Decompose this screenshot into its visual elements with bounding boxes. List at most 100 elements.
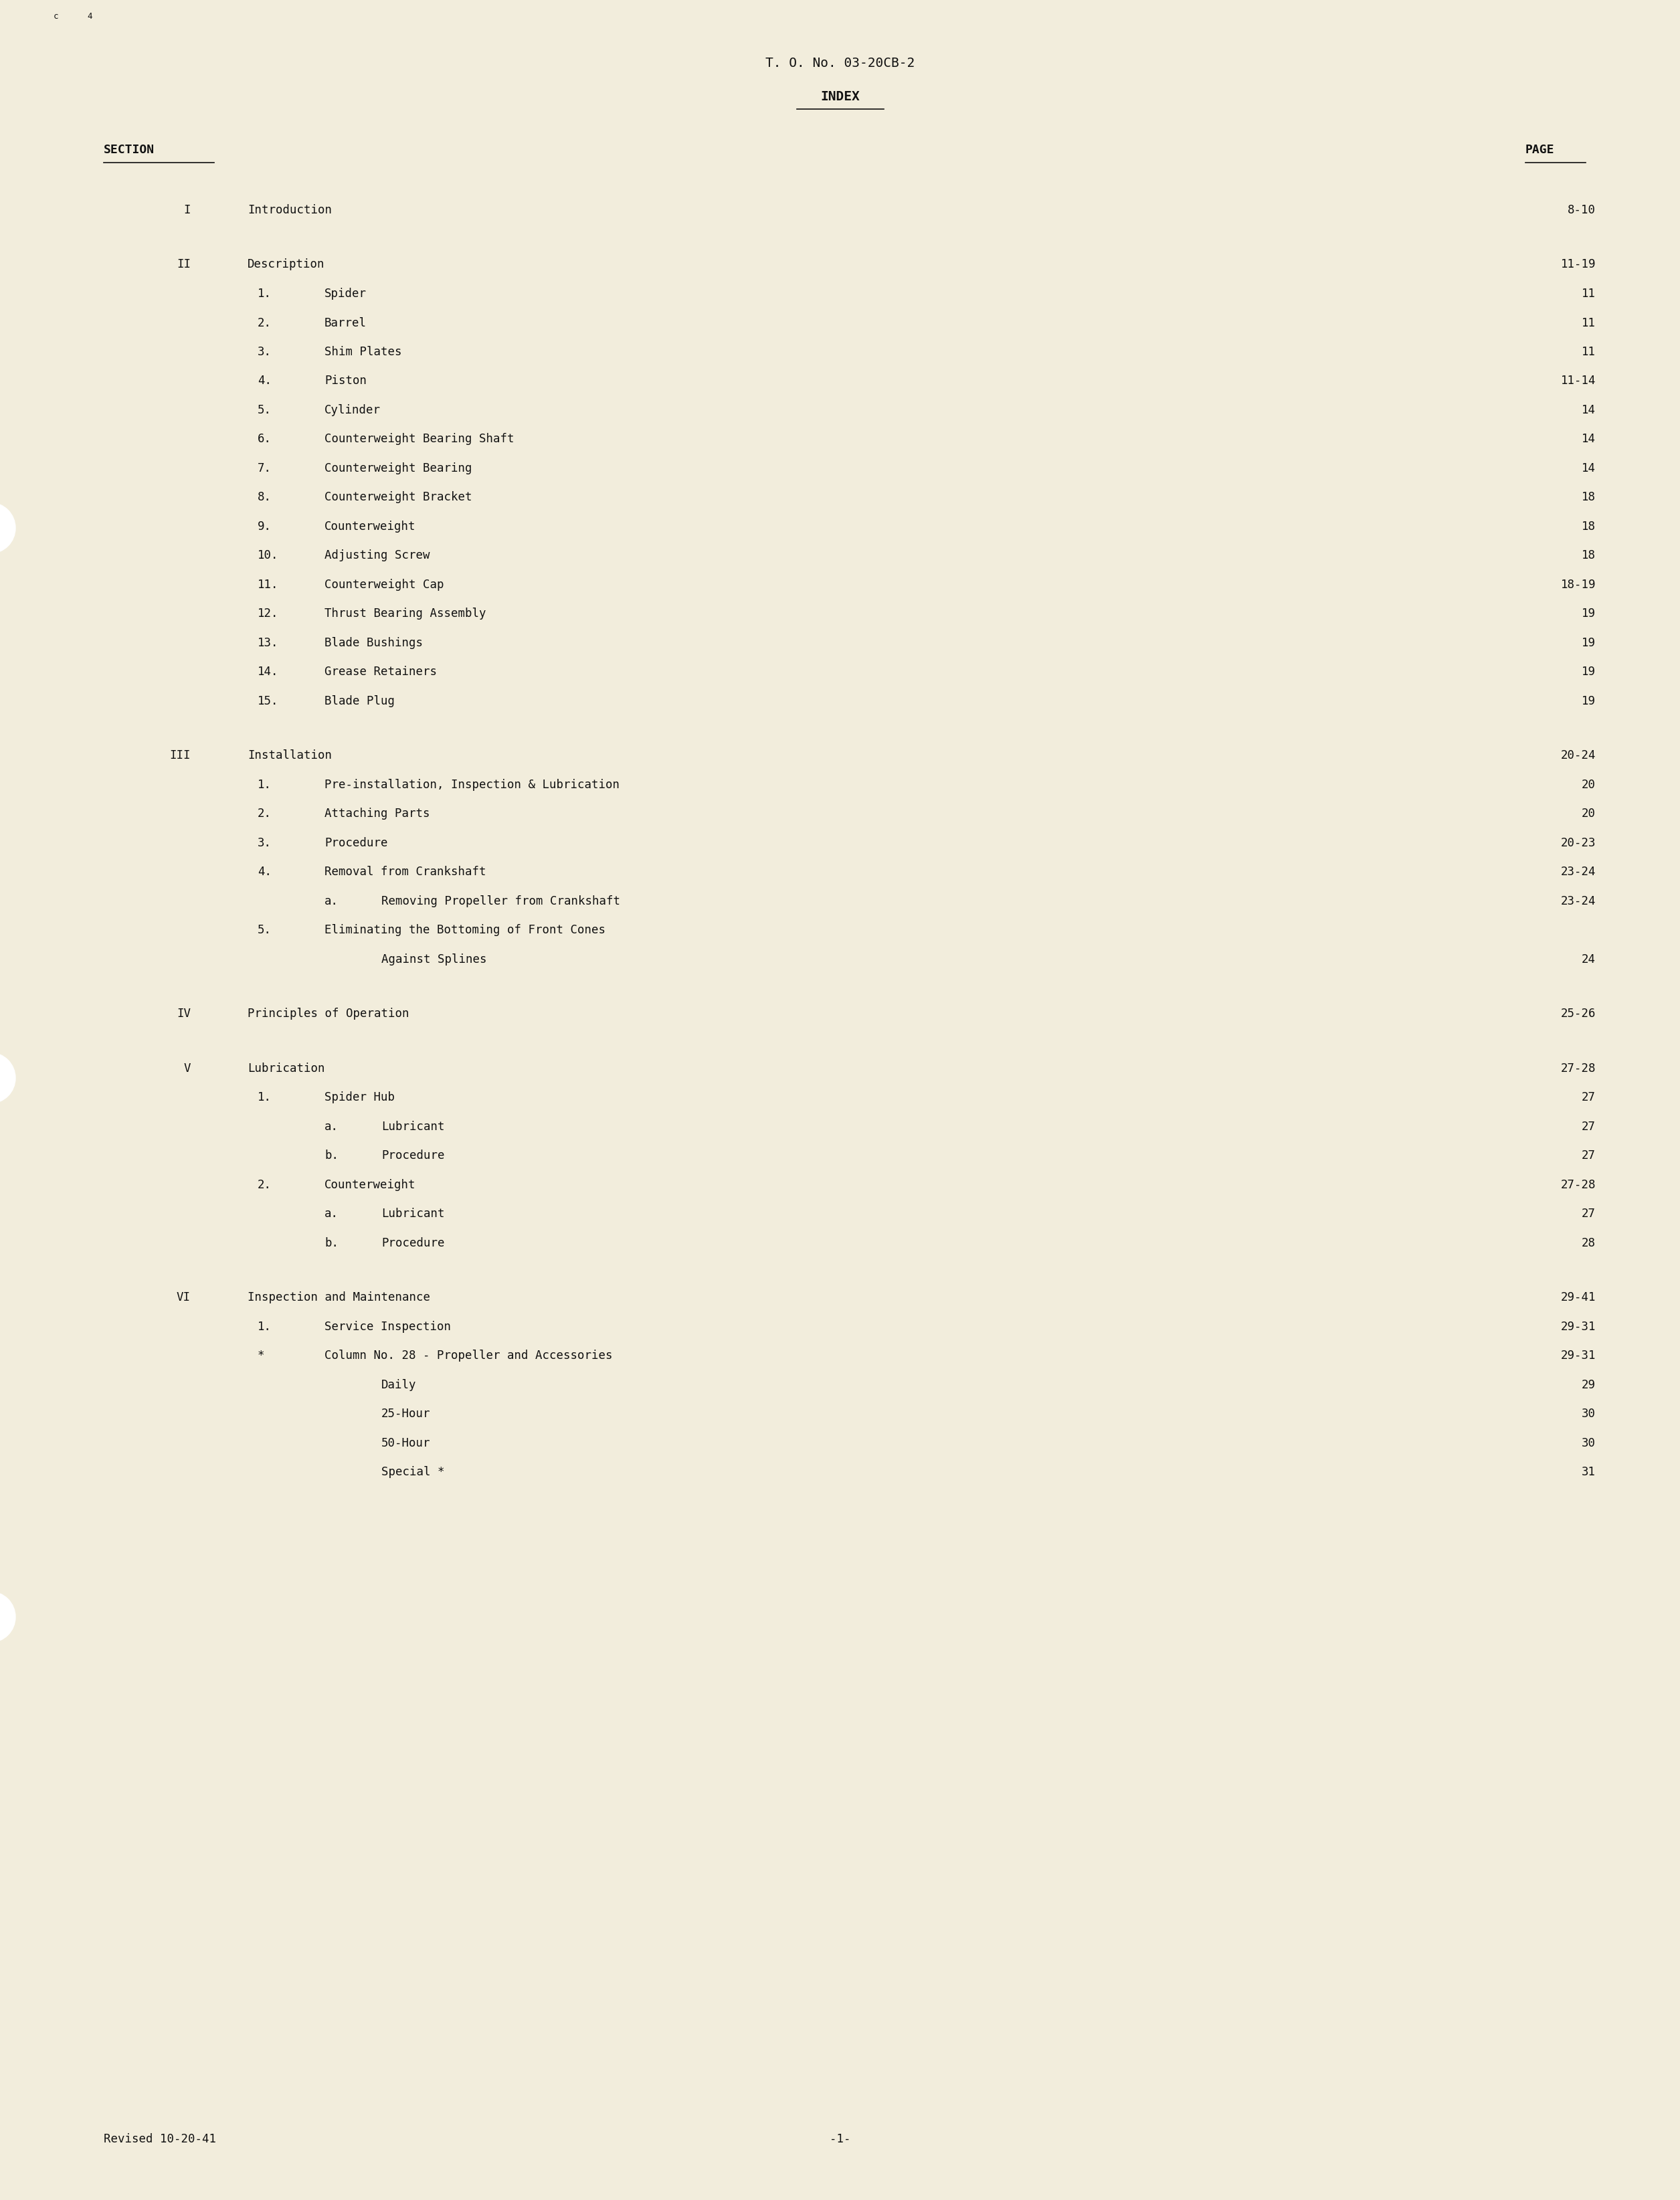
Text: 2.: 2. xyxy=(257,317,272,328)
Text: 3.: 3. xyxy=(257,836,272,849)
Text: Against Splines: Against Splines xyxy=(381,953,487,966)
Text: a.: a. xyxy=(324,1208,339,1221)
Text: 23-24: 23-24 xyxy=(1561,867,1596,878)
Text: 30: 30 xyxy=(1581,1408,1596,1421)
Text: 27-28: 27-28 xyxy=(1561,1179,1596,1190)
Text: Barrel: Barrel xyxy=(324,317,366,328)
Text: 7.: 7. xyxy=(257,462,272,475)
Text: Blade Bushings: Blade Bushings xyxy=(324,638,423,649)
Text: 50-Hour: 50-Hour xyxy=(381,1437,430,1450)
Text: 13.: 13. xyxy=(257,638,279,649)
Text: 14: 14 xyxy=(1581,433,1596,444)
Text: Cylinder: Cylinder xyxy=(324,405,381,416)
Text: 11-19: 11-19 xyxy=(1561,260,1596,271)
Text: Introduction: Introduction xyxy=(247,205,333,216)
Text: 8.: 8. xyxy=(257,491,272,504)
Text: 4.: 4. xyxy=(257,374,272,387)
Text: 27: 27 xyxy=(1581,1208,1596,1221)
Text: *: * xyxy=(257,1351,272,1362)
Text: Column No. 28 - Propeller and Accessories: Column No. 28 - Propeller and Accessorie… xyxy=(324,1351,613,1362)
Text: 31: 31 xyxy=(1581,1467,1596,1478)
Text: b.: b. xyxy=(324,1151,339,1162)
Text: Counterweight Bearing: Counterweight Bearing xyxy=(324,462,472,475)
Text: Counterweight Bracket: Counterweight Bracket xyxy=(324,491,472,504)
Text: 20-23: 20-23 xyxy=(1561,836,1596,849)
Text: 29-31: 29-31 xyxy=(1561,1320,1596,1333)
Text: 11-14: 11-14 xyxy=(1561,374,1596,387)
Text: Eliminating the Bottoming of Front Cones: Eliminating the Bottoming of Front Cones xyxy=(324,924,605,937)
Text: 1.: 1. xyxy=(257,288,272,299)
Text: 4.: 4. xyxy=(257,867,272,878)
Text: I: I xyxy=(183,205,192,216)
Text: Blade Plug: Blade Plug xyxy=(324,695,395,706)
Text: b.: b. xyxy=(324,1236,339,1250)
Text: Service Inspection: Service Inspection xyxy=(324,1320,450,1333)
Text: Pre-installation, Inspection & Lubrication: Pre-installation, Inspection & Lubricati… xyxy=(324,779,620,790)
Text: 19: 19 xyxy=(1581,667,1596,678)
Text: INDEX: INDEX xyxy=(820,90,860,103)
Text: 4: 4 xyxy=(87,11,92,20)
Text: Procedure: Procedure xyxy=(381,1236,445,1250)
Text: 5.: 5. xyxy=(257,924,272,937)
Text: Lubricant: Lubricant xyxy=(381,1208,445,1221)
Text: Shim Plates: Shim Plates xyxy=(324,345,402,359)
Text: 19: 19 xyxy=(1581,695,1596,706)
Text: 28: 28 xyxy=(1581,1236,1596,1250)
Text: 27: 27 xyxy=(1581,1151,1596,1162)
Text: 18: 18 xyxy=(1581,521,1596,532)
Text: 19: 19 xyxy=(1581,607,1596,620)
Text: Daily: Daily xyxy=(381,1379,417,1390)
Text: Revised 10-20-41: Revised 10-20-41 xyxy=(104,2134,217,2145)
Text: Procedure: Procedure xyxy=(324,836,388,849)
Text: 23-24: 23-24 xyxy=(1561,895,1596,906)
Text: 27: 27 xyxy=(1581,1091,1596,1104)
Circle shape xyxy=(0,1052,15,1104)
Text: 11: 11 xyxy=(1581,345,1596,359)
Text: Counterweight: Counterweight xyxy=(324,521,417,532)
Text: Installation: Installation xyxy=(247,750,333,761)
Text: II: II xyxy=(176,260,192,271)
Text: 3.: 3. xyxy=(257,345,272,359)
Text: 1.: 1. xyxy=(257,1320,272,1333)
Text: Lubricant: Lubricant xyxy=(381,1120,445,1133)
Text: Special *: Special * xyxy=(381,1467,445,1478)
Text: Counterweight: Counterweight xyxy=(324,1179,417,1190)
Text: 8-10: 8-10 xyxy=(1567,205,1596,216)
Text: Spider Hub: Spider Hub xyxy=(324,1091,395,1104)
Text: 25-26: 25-26 xyxy=(1561,1008,1596,1021)
Text: Grease Retainers: Grease Retainers xyxy=(324,667,437,678)
Text: Procedure: Procedure xyxy=(381,1151,445,1162)
Text: 27: 27 xyxy=(1581,1120,1596,1133)
Text: 14: 14 xyxy=(1581,462,1596,475)
Text: 11: 11 xyxy=(1581,288,1596,299)
Text: SECTION: SECTION xyxy=(104,143,155,156)
Text: 18: 18 xyxy=(1581,491,1596,504)
Text: 6.: 6. xyxy=(257,433,272,444)
Text: a.: a. xyxy=(324,895,339,906)
Text: -1-: -1- xyxy=(830,2134,850,2145)
Text: VI: VI xyxy=(176,1291,192,1305)
Text: IV: IV xyxy=(176,1008,192,1021)
Text: 29: 29 xyxy=(1581,1379,1596,1390)
Text: 11.: 11. xyxy=(257,579,279,592)
Text: T. O. No. 03-20CB-2: T. O. No. 03-20CB-2 xyxy=(766,57,914,70)
Text: Adjusting Screw: Adjusting Screw xyxy=(324,550,430,561)
Text: 29-31: 29-31 xyxy=(1561,1351,1596,1362)
Text: 29-41: 29-41 xyxy=(1561,1291,1596,1305)
Text: 24: 24 xyxy=(1581,953,1596,966)
Text: Removing Propeller from Crankshaft: Removing Propeller from Crankshaft xyxy=(381,895,620,906)
Text: 11: 11 xyxy=(1581,317,1596,328)
Text: 25-Hour: 25-Hour xyxy=(381,1408,430,1421)
Text: 10.: 10. xyxy=(257,550,279,561)
Text: 27-28: 27-28 xyxy=(1561,1063,1596,1074)
Circle shape xyxy=(0,502,15,554)
Text: a.: a. xyxy=(324,1120,339,1133)
Text: 1.: 1. xyxy=(257,1091,272,1104)
Text: 18-19: 18-19 xyxy=(1561,579,1596,592)
Text: 5.: 5. xyxy=(257,405,272,416)
Text: Removal from Crankshaft: Removal from Crankshaft xyxy=(324,867,486,878)
Text: PAGE: PAGE xyxy=(1525,143,1554,156)
Text: Counterweight Cap: Counterweight Cap xyxy=(324,579,444,592)
Text: Attaching Parts: Attaching Parts xyxy=(324,807,430,821)
Text: 14.: 14. xyxy=(257,667,279,678)
